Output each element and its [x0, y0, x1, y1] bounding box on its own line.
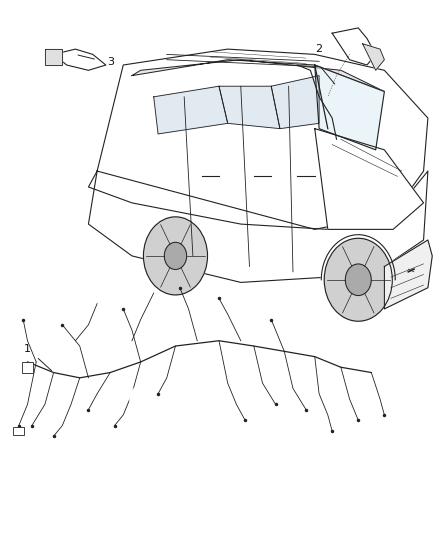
Polygon shape [53, 49, 106, 70]
Bar [22, 362, 33, 373]
Polygon shape [88, 171, 428, 282]
Polygon shape [132, 60, 385, 92]
Polygon shape [271, 76, 319, 128]
Polygon shape [363, 44, 385, 70]
Polygon shape [45, 49, 62, 65]
Polygon shape [385, 240, 432, 309]
Text: 2: 2 [315, 44, 323, 54]
Polygon shape [219, 86, 280, 128]
Circle shape [130, 386, 152, 413]
Polygon shape [315, 65, 385, 150]
Circle shape [164, 243, 187, 270]
Polygon shape [154, 86, 228, 134]
Circle shape [324, 238, 392, 321]
Circle shape [345, 264, 371, 295]
Polygon shape [321, 235, 395, 280]
Polygon shape [332, 28, 376, 65]
Polygon shape [88, 49, 428, 229]
Polygon shape [315, 128, 424, 229]
Text: 3: 3 [107, 58, 114, 67]
Circle shape [144, 217, 208, 295]
Text: 1: 1 [24, 344, 31, 354]
Bar [13, 427, 24, 435]
